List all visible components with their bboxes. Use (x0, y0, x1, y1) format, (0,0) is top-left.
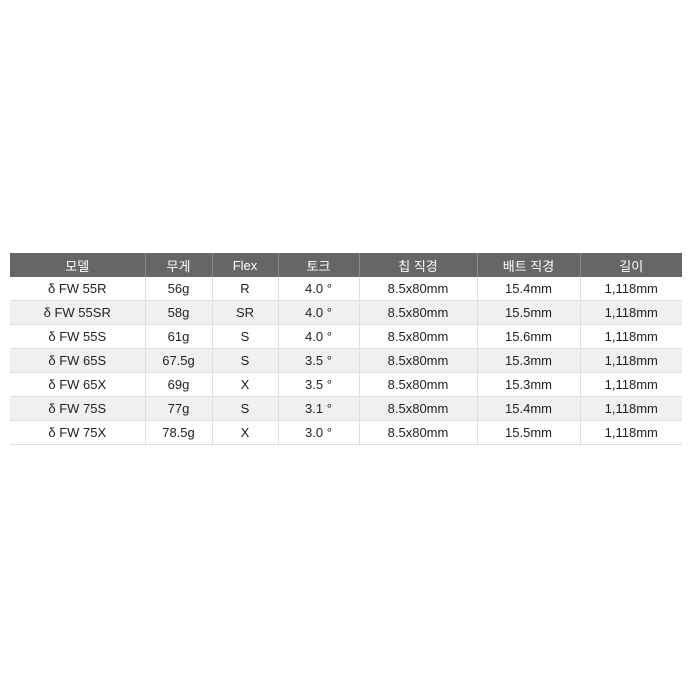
table-cell: 3.0 ° (277, 420, 359, 445)
table-cell: 8.5x80mm (358, 277, 477, 301)
table-cell: 4.0 ° (277, 324, 359, 349)
table-cell: 15.5mm (476, 300, 580, 325)
table-cell: X (211, 420, 278, 445)
table-cell: 56g (144, 277, 212, 301)
table-cell: 8.5x80mm (358, 396, 477, 421)
table-cell: 3.1 ° (277, 396, 359, 421)
table-cell: S (211, 396, 278, 421)
table-cell: δ FW 65S (10, 348, 145, 373)
table-cell: 61g (144, 324, 212, 349)
table-cell: 1,118mm (579, 300, 682, 325)
table-cell: 15.6mm (476, 324, 580, 349)
table-cell: 8.5x80mm (358, 300, 477, 325)
table-cell: 58g (144, 300, 212, 325)
table-cell: δ FW 75S (10, 396, 145, 421)
table-cell: 1,118mm (579, 420, 682, 445)
table-cell: 1,118mm (579, 372, 682, 397)
table-cell: δ FW 55R (10, 277, 145, 301)
table-cell: 15.4mm (476, 277, 580, 301)
table-cell: 1,118mm (579, 277, 682, 301)
table-cell: 78.5g (144, 420, 212, 445)
table-cell: 15.4mm (476, 396, 580, 421)
table-cell: 77g (144, 396, 212, 421)
table-cell: 1,118mm (579, 348, 682, 373)
column-header: Flex (211, 253, 278, 277)
table-cell: 15.3mm (476, 372, 580, 397)
table-cell: 8.5x80mm (358, 348, 477, 373)
header-row: 모델 무게 Flex 토크 칩 직경 배트 직경 길이 (10, 253, 682, 277)
table-row: δ FW 55SR 58g SR 4.0 ° 8.5x80mm 15.5mm 1,118mm (10, 300, 682, 325)
column-header: 토크 (277, 253, 359, 277)
table-cell: 69g (144, 372, 212, 397)
table-cell: 1,118mm (579, 324, 682, 349)
table-cell: 8.5x80mm (358, 372, 477, 397)
table-cell: R (211, 277, 278, 301)
column-header: 모델 (10, 253, 145, 277)
table-cell: 8.5x80mm (358, 324, 477, 349)
table-cell: δ FW 75X (10, 420, 145, 445)
table-cell: δ FW 65X (10, 372, 145, 397)
table-cell: 3.5 ° (277, 348, 359, 373)
table-cell: 15.3mm (476, 348, 580, 373)
table-cell: δ FW 55SR (10, 300, 145, 325)
table-row: δ FW 75S 77g S 3.1 ° 8.5x80mm 15.4mm 1,118mm (10, 396, 682, 421)
column-header: 무게 (144, 253, 212, 277)
table-row: δ FW 55S 61g S 4.0 ° 8.5x80mm 15.6mm 1,118mm (10, 324, 682, 349)
spec-table: 모델 무게 Flex 토크 칩 직경 배트 직경 길이 δ FW 55R 56g R 4.0 ° 8… (10, 253, 682, 445)
table-cell: 4.0 ° (277, 277, 359, 301)
table-cell: 15.5mm (476, 420, 580, 445)
table-row: δ FW 65X 69g X 3.5 ° 8.5x80mm 15.3mm 1,118mm (10, 372, 682, 397)
table-cell: S (211, 324, 278, 349)
table-cell: 67.5g (144, 348, 212, 373)
table-row: δ FW 55R 56g R 4.0 ° 8.5x80mm 15.4mm 1,118mm (10, 277, 682, 301)
table-cell: δ FW 55S (10, 324, 145, 349)
table-row: δ FW 75X 78.5g X 3.0 ° 8.5x80mm 15.5mm 1,118mm (10, 420, 682, 445)
column-header: 칩 직경 (358, 253, 477, 277)
table-cell: SR (211, 300, 278, 325)
table-cell: 3.5 ° (277, 372, 359, 397)
column-header: 길이 (579, 253, 682, 277)
table-cell: 4.0 ° (277, 300, 359, 325)
table-cell: 8.5x80mm (358, 420, 477, 445)
table-cell: 1,118mm (579, 396, 682, 421)
column-header: 배트 직경 (476, 253, 580, 277)
table-row: δ FW 65S 67.5g S 3.5 ° 8.5x80mm 15.3mm 1,118mm (10, 348, 682, 373)
table-cell: X (211, 372, 278, 397)
table-cell: S (211, 348, 278, 373)
